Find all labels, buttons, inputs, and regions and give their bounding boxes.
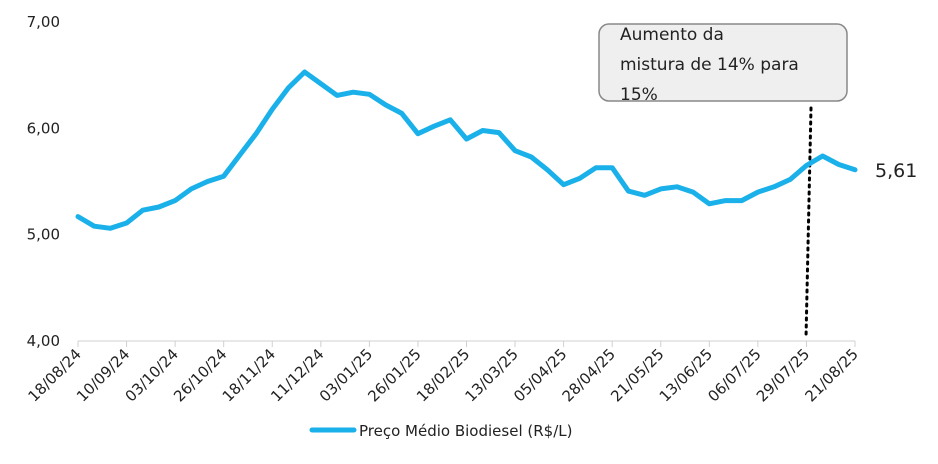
- x-tick-label: 21/08/25: [801, 345, 861, 405]
- legend-label: Preço Médio Biodiesel (R$/L): [359, 422, 572, 440]
- y-tick-label: 6,00: [27, 119, 60, 137]
- annotation-line: [804, 106, 813, 340]
- y-tick-label: 4,00: [27, 332, 60, 350]
- y-tick-label: 5,00: [27, 226, 60, 244]
- line: [75, 69, 858, 231]
- annotation-text: mistura de 14% para: [620, 55, 799, 75]
- annotation-text: 15%: [620, 85, 658, 105]
- annotation-text: Aumento da: [620, 25, 724, 45]
- y-tick-label: 7,00: [27, 13, 60, 31]
- data-label: 5,61: [875, 160, 917, 182]
- annotation-box: [598, 23, 848, 102]
